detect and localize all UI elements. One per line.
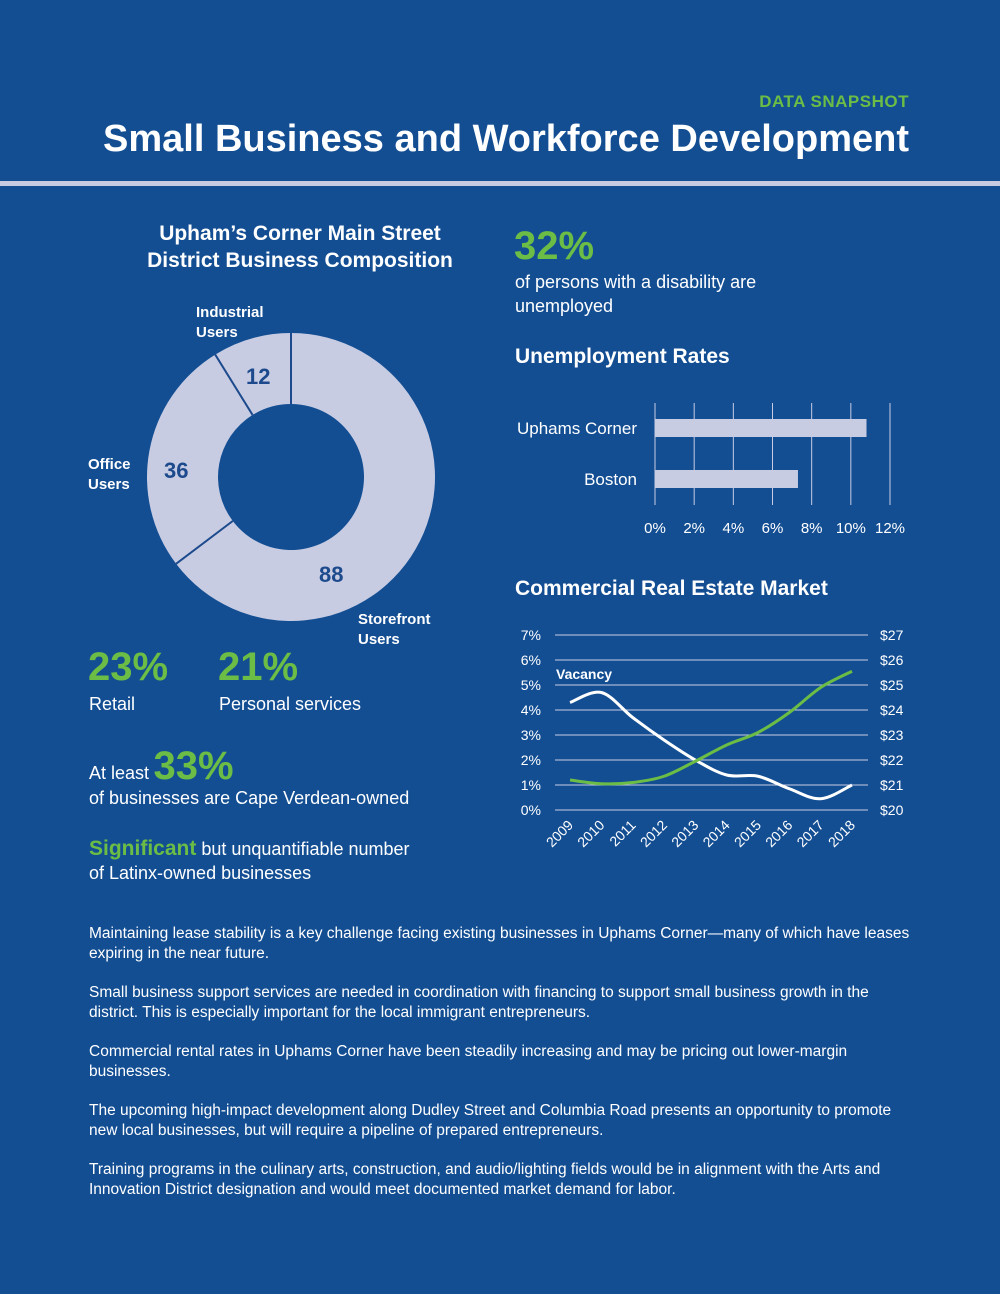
vacancy-series-line	[569, 690, 853, 801]
bar-category-label: Boston	[584, 470, 637, 489]
left-tick-label: 2%	[521, 752, 541, 768]
paragraph-5: Training programs in the culinary arts, …	[89, 1161, 881, 1198]
bar-tick-label: 0%	[644, 520, 666, 537]
storefront-value: 88	[319, 562, 344, 587]
industrial-label: Industrial Users	[196, 303, 264, 343]
storefront-label-line-2: Users	[358, 631, 400, 648]
real-estate-title: Commercial Real Estate Market	[515, 577, 828, 600]
x-tick-label: 2010	[574, 817, 607, 850]
paragraph-2: Small business support services are need…	[89, 984, 869, 1021]
left-tick-label: 3%	[521, 727, 541, 743]
left-tick-label: 6%	[521, 652, 541, 668]
personal-services-label: Personal services	[219, 694, 362, 714]
left-tick-label: 0%	[521, 802, 541, 818]
industrial-value: 12	[246, 364, 271, 389]
x-tick-label: 2014	[699, 817, 732, 850]
bar-uphams-corner	[655, 419, 867, 437]
right-tick-label: $25	[880, 677, 904, 693]
rent-series-line	[569, 669, 853, 786]
unemployment-title: Unemployment Rates	[515, 345, 730, 368]
personal-services-percent: 21%	[218, 645, 299, 689]
at-least-text: At least	[89, 763, 150, 783]
donut-title-line-1: Upham’s Corner Main Street	[159, 222, 441, 245]
cape-verdean-text: of businesses are Cape Verdean-owned	[89, 788, 410, 808]
donut-divider	[175, 520, 234, 565]
right-tick-label: $21	[880, 777, 904, 793]
donut-slices	[147, 332, 436, 621]
donut-slice-office-users	[147, 354, 253, 564]
retail-percent: 23%	[88, 645, 169, 689]
donut-slice-storefront-users	[176, 332, 436, 621]
left-tick-label: 4%	[521, 702, 541, 718]
latinx-stat: Significant but unquantifiable number	[89, 837, 410, 861]
office-label: Office Users	[88, 455, 131, 495]
bar-category-label: Uphams Corner	[517, 419, 637, 438]
kicker-label: DATA SNAPSHOT	[759, 92, 909, 111]
header-divider	[0, 181, 1000, 186]
disability-text-1: of persons with a disability are	[515, 272, 757, 292]
disability-percent: 32%	[514, 224, 595, 268]
x-tick-label: 2013	[668, 817, 701, 850]
x-tick-label: 2012	[637, 817, 670, 850]
cape-verdean-percent: 33%	[153, 744, 234, 788]
bar-tick-label: 12%	[875, 520, 905, 537]
right-tick-label: $23	[880, 727, 904, 743]
office-label-line-2: Users	[88, 476, 130, 493]
right-tick-label: $26	[880, 652, 904, 668]
bar-tick-label: 8%	[801, 520, 823, 537]
storefront-label-line-1: Storefront	[358, 611, 431, 628]
bar-tick-label: 2%	[683, 520, 705, 537]
bar-tick-label: 4%	[722, 520, 744, 537]
latinx-text-2: of Latinx-owned businesses	[89, 863, 312, 883]
paragraph-3: Commercial rental rates in Uphams Corner…	[89, 1043, 848, 1080]
right-tick-label: $22	[880, 752, 904, 768]
office-label-line-1: Office	[88, 456, 131, 473]
industrial-label-line-1: Industrial	[196, 304, 264, 321]
right-tick-label: $24	[880, 702, 904, 718]
bar-tick-label: 10%	[836, 520, 866, 537]
significant-text: Significant	[89, 837, 197, 860]
paragraph-1: Maintaining lease stability is a key cha…	[89, 925, 910, 962]
vacancy-annotation: Vacancy	[556, 666, 612, 682]
cape-verdean-stat: At least 33%	[89, 744, 234, 789]
right-tick-label: $20	[880, 802, 904, 818]
disability-text-2: unemployed	[515, 296, 614, 316]
donut-title-line-2: District Business Composition	[147, 249, 453, 272]
right-tick-label: $27	[880, 627, 904, 643]
bar-tick-label: 6%	[762, 520, 784, 537]
left-tick-label: 7%	[521, 627, 541, 643]
page-title: Small Business and Workforce Development	[103, 118, 909, 160]
paragraph-4: The upcoming high-impact development alo…	[89, 1102, 892, 1139]
x-tick-label: 2011	[606, 817, 639, 850]
donut-slice-industrial-users	[215, 333, 291, 415]
left-tick-label: 5%	[521, 677, 541, 693]
office-value: 36	[164, 458, 189, 483]
latinx-text-1: but unquantifiable number	[201, 839, 410, 859]
line-chart-group: 0% 1% 2% 3% 4% 5% 6% 7% $20 $21 $22 $23 $24 $25 $26 $27…	[521, 627, 904, 850]
donut-title: Upham’s Corner Main Street District Busi…	[90, 220, 510, 274]
donut-divider	[214, 354, 254, 416]
x-tick-label: 2017	[793, 817, 826, 850]
retail-label: Retail	[89, 694, 136, 714]
bar-chart-group: 0% 2% 4% 6% 8% 10% 12% Uphams Corner Boston	[517, 403, 905, 537]
storefront-label: Storefront Users	[358, 610, 431, 650]
x-tick-label: 2015	[731, 817, 764, 850]
x-tick-label: 2018	[825, 817, 858, 850]
bar-boston	[655, 470, 798, 488]
x-tick-label: 2016	[762, 817, 795, 850]
left-tick-label: 1%	[521, 777, 541, 793]
industrial-label-line-2: Users	[196, 324, 238, 341]
x-tick-label: 2009	[543, 817, 576, 850]
